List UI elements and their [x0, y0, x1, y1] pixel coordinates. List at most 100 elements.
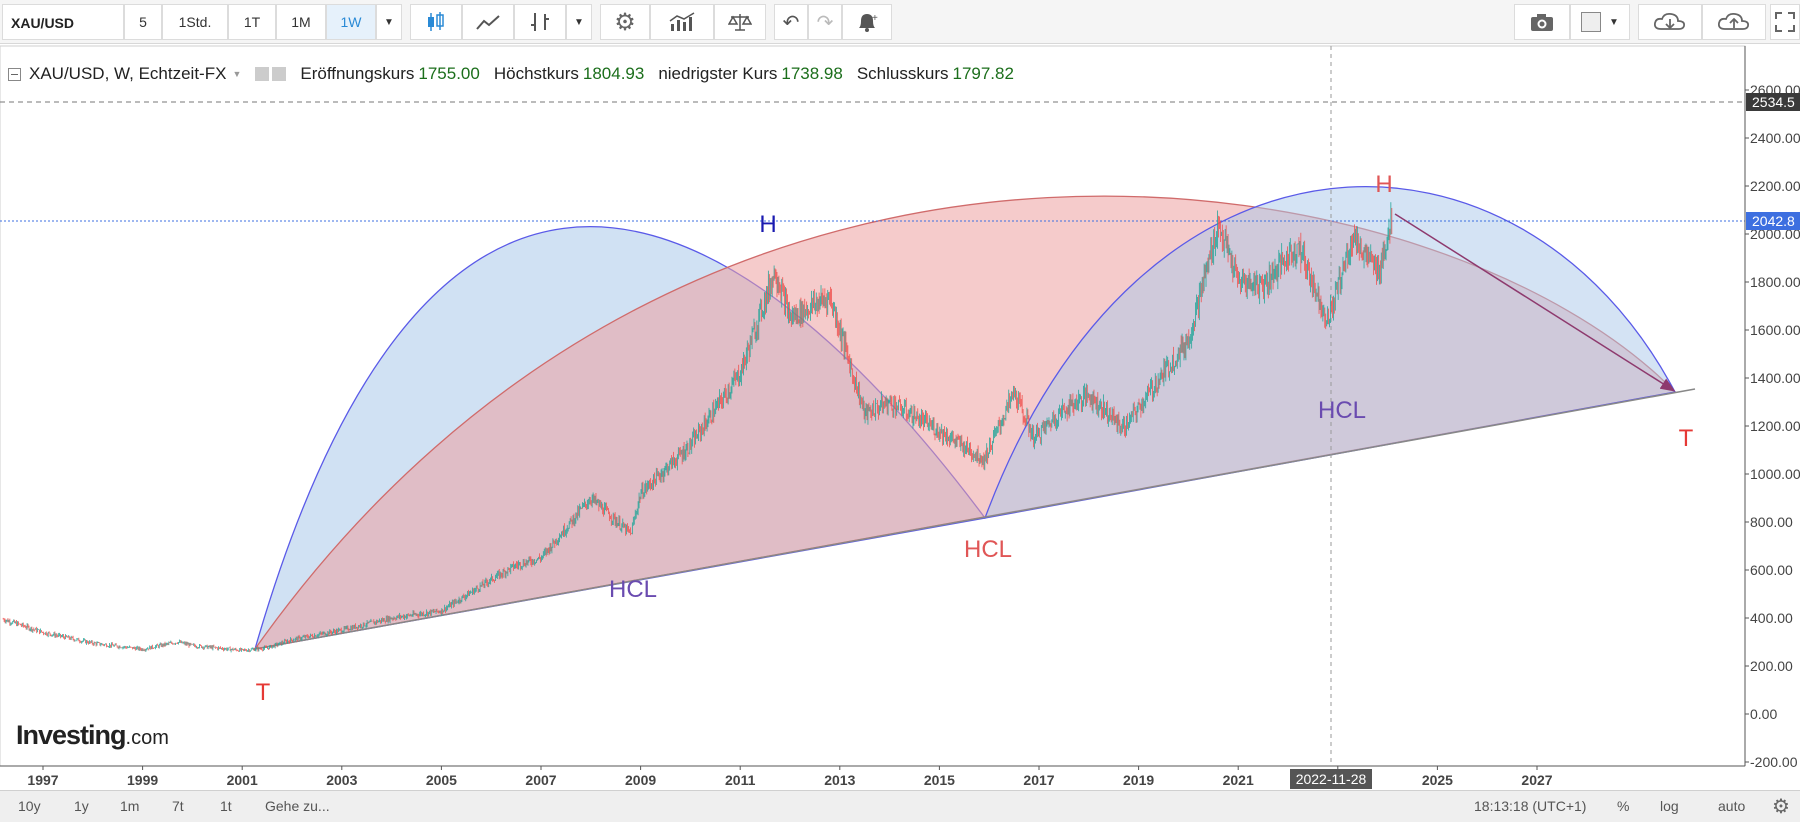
time-tick-label: 2017 — [1023, 772, 1054, 788]
price-axis[interactable] — [1745, 46, 1800, 766]
interval-1w[interactable]: 1W — [326, 4, 376, 40]
label-t1: T — [256, 679, 271, 706]
bar-style-icon — [531, 13, 549, 31]
style-dropdown[interactable]: ▼ — [566, 4, 592, 40]
fullscreen-icon — [1775, 12, 1795, 32]
right-blue-arc — [983, 185, 1676, 519]
projection-arrow — [1394, 213, 1676, 392]
top-toolbar: XAU/USD 5 1Std. 1T 1M 1W ▼ ▼ ⚙ ↶ ↷ + ▼ — [0, 0, 1800, 44]
bottom-bar: 10y 1y 1m 7t 1t Gehe zu... 18:13:18 (UTC… — [0, 790, 1800, 822]
label-h1: H — [759, 211, 776, 238]
cloud-download-icon — [1653, 12, 1686, 30]
goto-date[interactable]: Gehe zu... — [265, 798, 330, 814]
time-tick-label: 2025 — [1422, 772, 1453, 788]
label-h2: H — [1375, 171, 1392, 198]
price-tick-label: 200.00 — [1750, 658, 1793, 674]
auto-toggle[interactable]: auto — [1718, 798, 1746, 814]
symbol-input[interactable]: XAU/USD — [2, 4, 124, 40]
settings-icon[interactable] — [272, 67, 287, 81]
price-tick-label: 600.00 — [1750, 562, 1793, 578]
alert-icon: + — [859, 13, 878, 32]
range-1m[interactable]: 1m — [120, 798, 140, 814]
time-tick-label: 2021 — [1223, 772, 1254, 788]
log-toggle[interactable]: log — [1660, 798, 1679, 814]
gear-icon[interactable]: ⚙ — [1772, 796, 1790, 818]
price-chart[interactable]: T H HCL HCL HCL H T 2600.002400.002200.0… — [0, 44, 1800, 789]
current-price-badge — [1746, 212, 1800, 230]
chevron-down-icon: ▼ — [1609, 16, 1619, 28]
chevron-down-icon: ▼ — [384, 16, 394, 28]
fullscreen-button[interactable] — [1770, 4, 1800, 40]
time-tick-label: 2003 — [326, 772, 357, 788]
legend-title[interactable]: XAU/USD, W, Echtzeit-FX — [29, 64, 227, 83]
range-1t[interactable]: 1t — [220, 798, 232, 814]
candles-button[interactable] — [410, 4, 462, 40]
svg-text:+: + — [872, 13, 878, 24]
crosshair-date: 2022-11-28 — [1296, 771, 1367, 787]
percent-toggle[interactable]: % — [1617, 798, 1630, 814]
dropdown-icon: ▼ — [574, 16, 584, 28]
open-label: Eröffnungskurs — [300, 64, 415, 83]
label-t2: T — [1679, 425, 1694, 452]
settings-button[interactable]: ⚙ — [600, 4, 650, 40]
redo-button[interactable]: ↷ — [808, 4, 842, 40]
time-tick-label: 2013 — [824, 772, 855, 788]
price-tick-label: 1200.00 — [1750, 418, 1800, 434]
time-tick-label: 2001 — [227, 772, 258, 788]
range-10y[interactable]: 10y — [18, 798, 41, 814]
collapse-icon[interactable] — [8, 67, 21, 81]
price-tick-label: 800.00 — [1750, 514, 1793, 530]
close-label: Schlusskurs — [856, 64, 949, 83]
time-tick-label: 2015 — [924, 772, 955, 788]
low-label: niedrigster Kurs — [658, 64, 778, 83]
compare-icon — [728, 14, 752, 31]
range-1y[interactable]: 1y — [74, 798, 89, 814]
open-value: 1755.00 — [418, 64, 480, 83]
high-value: 1804.93 — [582, 64, 645, 83]
screenshot-button[interactable] — [1514, 4, 1570, 40]
range-7t[interactable]: 7t — [172, 798, 184, 814]
time-tick-label: 2007 — [525, 772, 556, 788]
base-trendline — [254, 388, 1696, 650]
interval-dropdown[interactable]: ▼ — [376, 4, 402, 40]
color-box-icon — [1581, 12, 1602, 32]
line-chart-button[interactable] — [462, 4, 514, 40]
chevron-down-icon[interactable]: ▼ — [232, 69, 242, 79]
candles-icon — [428, 12, 444, 31]
interval-1t[interactable]: 1T — [228, 4, 276, 40]
time-tick-label: 1997 — [27, 772, 58, 788]
close-value: 1797.82 — [952, 64, 1014, 83]
time-tick-label: 1999 — [127, 772, 158, 788]
eye-icon[interactable] — [255, 67, 270, 81]
interval-1std[interactable]: 1Std. — [162, 4, 228, 40]
price-tick-label: 1800.00 — [1750, 274, 1800, 290]
price-tick-label: 1400.00 — [1750, 370, 1800, 386]
bar-style-button[interactable] — [514, 4, 566, 40]
interval-5[interactable]: 5 — [124, 4, 162, 40]
compare-button[interactable] — [714, 4, 766, 40]
price-tick-label: -200.00 — [1750, 754, 1798, 770]
gear-icon: ⚙ — [614, 8, 636, 36]
alert-button[interactable]: + — [842, 4, 892, 40]
low-value: 1738.98 — [781, 64, 843, 83]
time-ticks: 1997 1999 2001 2003 2005 2007 2009 2011 2013 2015… — [27, 766, 1553, 788]
high-label: Höchstkurs — [493, 64, 579, 83]
undo-button[interactable]: ↶ — [774, 4, 808, 40]
cloud-download-button[interactable] — [1638, 4, 1702, 40]
indicators-button[interactable] — [650, 4, 714, 40]
crosshair-date-badge — [1290, 769, 1372, 789]
cloud-upload-button[interactable] — [1702, 4, 1766, 40]
price-tick-label: 0.00 — [1750, 706, 1777, 722]
current-price: 2042.8 — [1752, 213, 1795, 229]
price-tick-label: 400.00 — [1750, 610, 1793, 626]
time-tick-label: 2005 — [426, 772, 457, 788]
color-button[interactable]: ▼ — [1570, 4, 1630, 40]
interval-1m[interactable]: 1M — [276, 4, 326, 40]
crosshair-price: 2534.5 — [1752, 94, 1795, 110]
camera-icon — [1531, 14, 1553, 31]
investing-logo: Investing.com — [16, 720, 169, 750]
candle-series — [2, 202, 1393, 653]
price-tick-label: 1600.00 — [1750, 322, 1800, 338]
price-tick-label: 2400.00 — [1750, 130, 1800, 146]
price-tick-label: 2200.00 — [1750, 178, 1800, 194]
